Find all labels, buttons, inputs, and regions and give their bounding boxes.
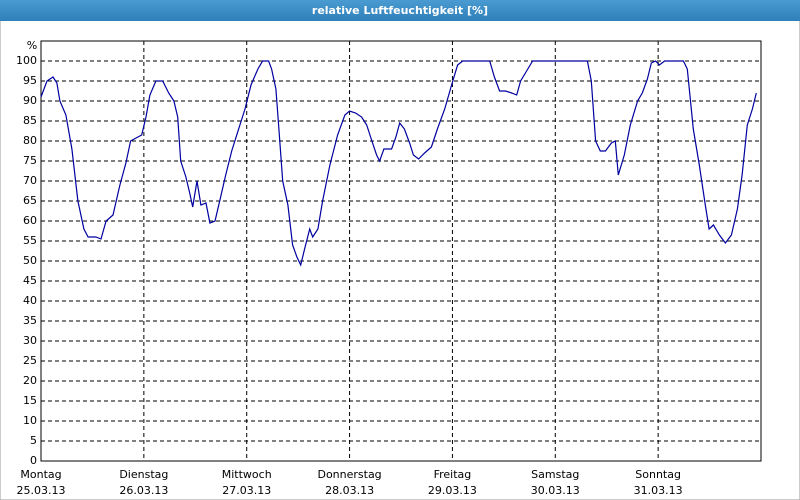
y-tick-label: 85 [23,114,37,127]
y-tick-label: 75 [23,154,37,167]
y-tick-label: 15 [23,394,37,407]
y-tick-label: 65 [23,194,37,207]
y-axis-label: % [27,39,37,52]
title-bar [0,0,800,21]
x-tick-label: 29.03.13 [428,484,477,497]
y-tick-label: 100 [16,54,37,67]
x-tick-label: 28.03.13 [325,484,374,497]
y-tick-label: 80 [23,134,37,147]
y-tick-label: 45 [23,274,37,287]
y-tick-label: 70 [23,174,37,187]
y-tick-label: 50 [23,254,37,267]
x-tick-label: 30.03.13 [531,484,580,497]
data-line [40,60,757,267]
x-tick-label: Mittwoch [222,468,272,481]
x-tick-label: Dienstag [119,468,168,481]
x-tick-label: 25.03.13 [17,484,66,497]
x-tick-label: Sonntag [635,468,681,481]
y-tick-label: 0 [30,454,37,467]
y-tick-label: 55 [23,234,37,247]
x-tick-label: Montag [20,468,61,481]
y-tick-label: 20 [23,374,37,387]
y-tick-label: 40 [23,294,37,307]
y-tick-label: 10 [23,414,37,427]
y-tick-label: 25 [23,354,37,367]
x-tick-label: 31.03.13 [634,484,683,497]
chart-title: relative Luftfeuchtigkeit [%] [312,4,488,17]
x-tick-label: Freitag [434,468,472,481]
y-tick-label: 5 [30,434,37,447]
plot-area [40,40,762,462]
y-tick-label: 35 [23,314,37,327]
y-tick-label: 60 [23,214,37,227]
y-tick-label: 95 [23,74,37,87]
x-tick-label: 27.03.13 [222,484,271,497]
x-tick-label: Samstag [531,468,579,481]
x-tick-label: 26.03.13 [119,484,168,497]
plot-frame [40,40,762,462]
x-tick-label: Donnerstag [317,468,381,481]
y-tick-label: 90 [23,94,37,107]
y-tick-label: 30 [23,334,37,347]
